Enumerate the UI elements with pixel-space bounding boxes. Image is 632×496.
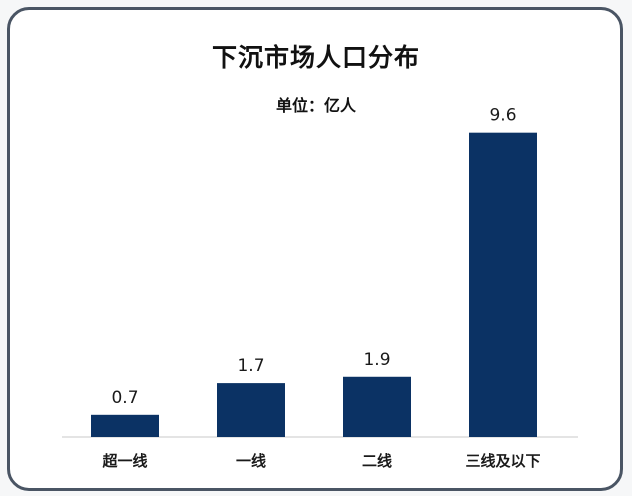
bars-layer: 0.7 超一线 1.7 一线 1.9 二线 9.6 三线及以下 <box>91 106 541 470</box>
bar-3 <box>343 376 411 437</box>
x-tick-label-2: 一线 <box>236 452 266 470</box>
bar-4 <box>469 132 537 437</box>
x-tick-label-1: 超一线 <box>101 452 147 470</box>
data-label-3: 1.9 <box>363 350 390 370</box>
data-label-4: 9.6 <box>489 106 516 126</box>
data-label-2: 1.7 <box>237 356 264 376</box>
data-label-1: 0.7 <box>111 388 138 408</box>
chart-subtitle: 单位：亿人 <box>275 96 356 115</box>
bar-1 <box>91 414 159 437</box>
x-tick-label-3: 二线 <box>362 452 392 470</box>
bar-2 <box>217 383 285 437</box>
chart-title: 下沉市场人口分布 <box>211 43 420 72</box>
x-tick-label-4: 三线及以下 <box>465 452 540 470</box>
